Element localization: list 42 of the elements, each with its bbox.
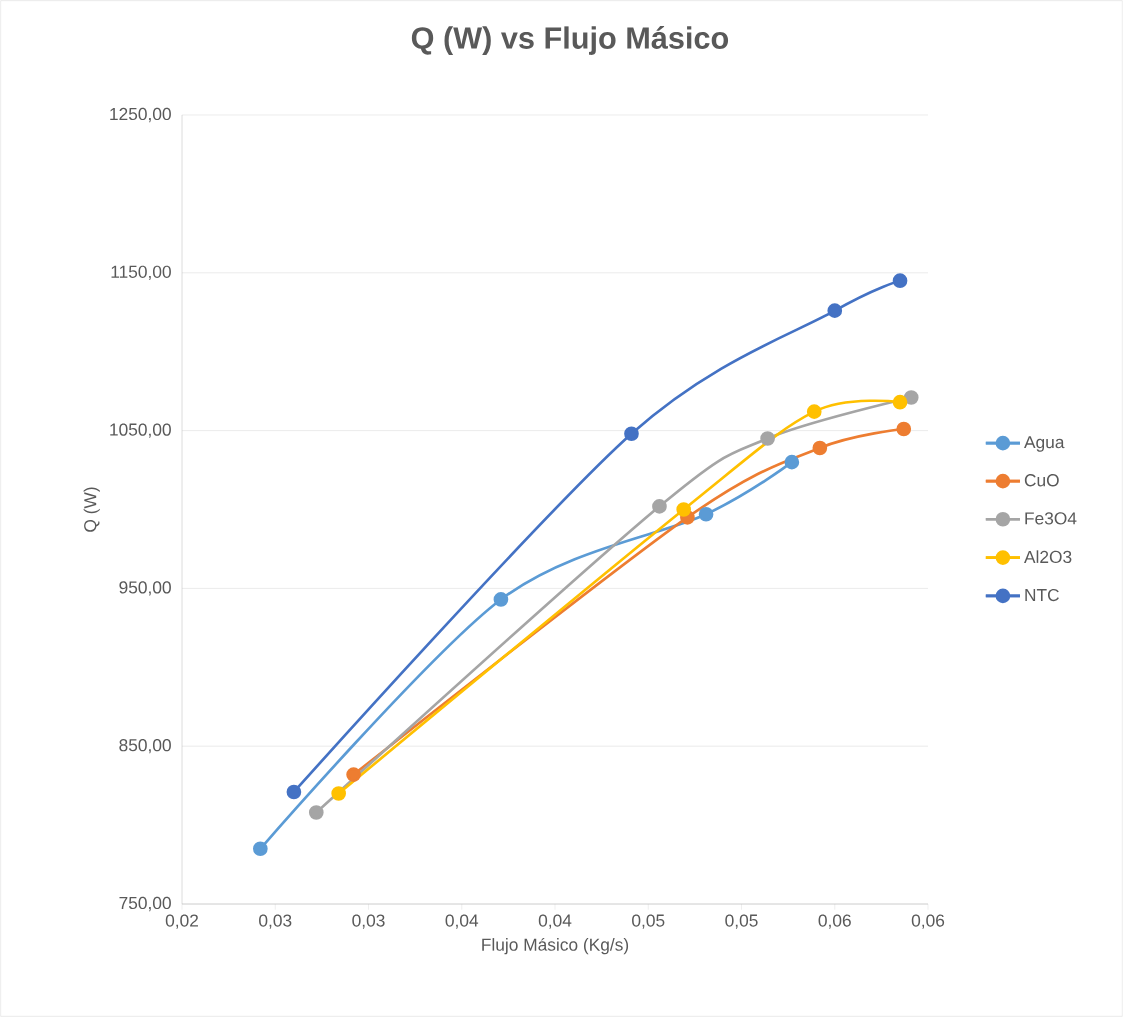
x-tick-label: 0,03: [352, 914, 385, 929]
point: [784, 454, 800, 470]
point: [892, 273, 908, 289]
y-tick-label: 750,00: [119, 896, 171, 912]
legend-label: CuO: [1024, 474, 1059, 487]
legend-label: NTC: [1025, 588, 1059, 602]
point: [308, 805, 324, 820]
point: [652, 499, 667, 514]
legend-label: Al2O3: [1024, 550, 1072, 564]
x-tick-label: 0,04: [445, 914, 479, 929]
x-tick-label: 0,06: [818, 914, 851, 929]
legend-label: Agua: [1024, 436, 1065, 452]
legend-label: Fe3O4: [1025, 512, 1077, 525]
x-tick-label: 0,06: [911, 914, 945, 929]
chart-title: Q (W) vs Flujo Másico: [411, 26, 729, 55]
point: [903, 390, 919, 405]
x-tick-label: 0,05: [725, 914, 758, 929]
point: [493, 592, 509, 607]
x-axis-title: Flujo Másico (Kg/s): [482, 937, 629, 955]
y-tick-label: 950,00: [119, 581, 171, 596]
point: [286, 784, 302, 800]
point: [624, 426, 639, 442]
y-tick-label: 1150,00: [111, 265, 171, 280]
x-tick-label: 0,02: [165, 914, 198, 929]
point: [827, 303, 843, 319]
point: [698, 506, 714, 522]
point: [806, 404, 822, 419]
point: [896, 421, 912, 437]
y-axis-title: Q (W): [83, 487, 100, 532]
x-tick-label: 0,03: [259, 914, 292, 929]
y-tick-label: 850,00: [119, 739, 171, 754]
point: [676, 502, 692, 517]
x-tick-label: 0,04: [538, 914, 572, 929]
y-tick-label: 1250,00: [110, 107, 171, 123]
point: [892, 394, 908, 410]
point: [252, 841, 268, 857]
x-tick-label: 0,05: [632, 914, 665, 929]
y-tick-label: 1050,00: [110, 423, 171, 438]
point: [760, 431, 775, 446]
point: [812, 440, 828, 456]
point: [346, 767, 361, 782]
point: [331, 786, 346, 801]
